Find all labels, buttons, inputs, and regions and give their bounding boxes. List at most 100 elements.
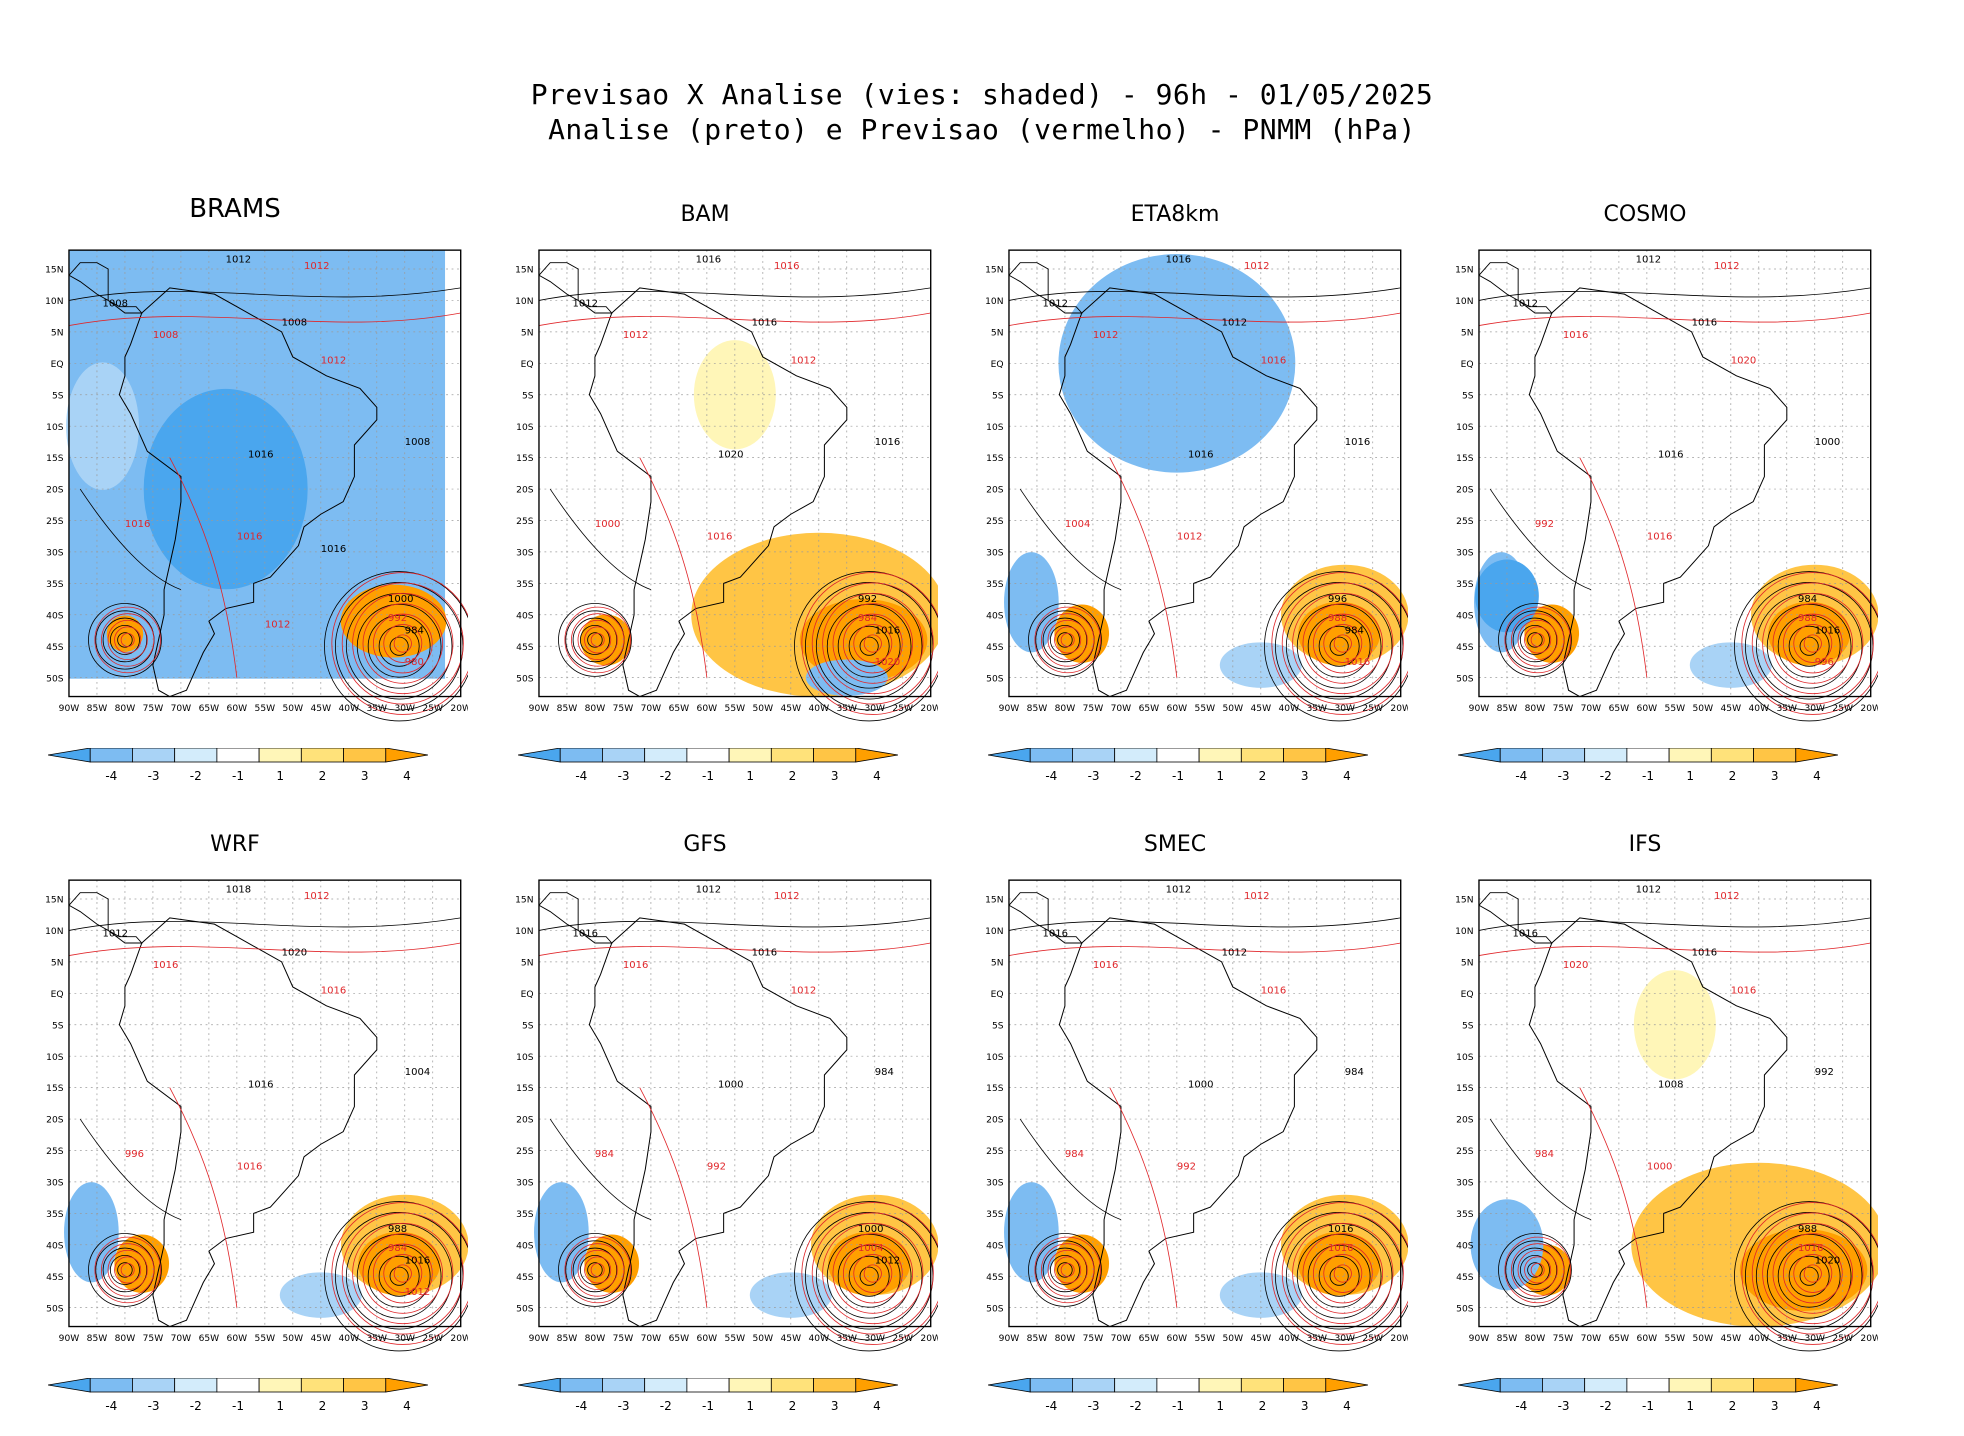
colorbar-segment bbox=[1156, 747, 1200, 763]
longitude-label: 25W bbox=[1362, 1334, 1383, 1344]
contour-label: 1016 bbox=[237, 1161, 263, 1172]
contour-label: 1016 bbox=[623, 960, 649, 971]
longitude-label: 30W bbox=[394, 704, 415, 714]
contour-label: 1004 bbox=[1065, 519, 1091, 530]
colorbar-tick-label: 3 bbox=[831, 1399, 839, 1413]
longitude-label: 50W bbox=[283, 704, 304, 714]
latitude-label: 15N bbox=[515, 266, 533, 276]
latitude-label: 15N bbox=[985, 266, 1003, 276]
longitude-label: 80W bbox=[585, 1334, 606, 1344]
latitude-label: 15N bbox=[1455, 266, 1473, 276]
latitude-label: 5S bbox=[522, 391, 534, 401]
colorbar-tick-label: -3 bbox=[1088, 769, 1100, 783]
contour-label: 1000 bbox=[1815, 437, 1841, 448]
central-america-coastline bbox=[1478, 262, 1553, 314]
latitude-label: 5S bbox=[522, 1021, 534, 1031]
colorbar-tick-label: -4 bbox=[575, 1399, 587, 1413]
contour-label: 1012 bbox=[1244, 891, 1270, 902]
latitude-label: 20S bbox=[986, 1116, 1004, 1126]
longitude-label: 80W bbox=[1525, 1334, 1546, 1344]
longitude-label: 40W bbox=[338, 704, 359, 714]
contour-label: 1012 bbox=[573, 299, 599, 310]
colorbar: -4 -3 -2 -1 1 2 3 4 bbox=[1457, 1377, 1839, 1418]
latitude-label: 15N bbox=[515, 896, 533, 906]
central-america-coastline bbox=[1008, 262, 1083, 314]
contour-label: 1016 bbox=[1692, 948, 1718, 959]
contour-label: 1016 bbox=[1261, 985, 1287, 996]
latitude-label: EQ bbox=[991, 360, 1004, 370]
contour-label: 1016 bbox=[573, 929, 599, 940]
contour-label: 1000 bbox=[1647, 1161, 1673, 1172]
contour-label: 984 bbox=[595, 1149, 614, 1160]
colorbar-segment bbox=[1114, 747, 1158, 763]
map-area: 1012 1012 1016 1016 1012 1016 1000 992 984 984 101… bbox=[978, 872, 1408, 1362]
longitude-label: 45W bbox=[1251, 704, 1272, 714]
latitude-label: 35S bbox=[1456, 1210, 1474, 1220]
colorbar-segment bbox=[559, 1377, 603, 1393]
longitude-label: 45W bbox=[1251, 1334, 1272, 1344]
colorbar-segment bbox=[1072, 747, 1116, 763]
longitude-label: 20W bbox=[1390, 1334, 1408, 1344]
latitude-label: 15N bbox=[45, 266, 63, 276]
colorbar-tick-label: -3 bbox=[148, 1399, 160, 1413]
map-area: 1012 1012 1008 1008 1008 1012 1016 1016 1008 1016… bbox=[38, 242, 468, 732]
latitude-label: EQ bbox=[991, 990, 1004, 1000]
latitude-label: EQ bbox=[1461, 990, 1474, 1000]
latitude-label: 50S bbox=[986, 674, 1004, 684]
colorbar-segment bbox=[1542, 1377, 1586, 1393]
colorbar-tick-label: -4 bbox=[105, 769, 117, 783]
colorbar-segment bbox=[987, 747, 1031, 763]
latitude-label: 10N bbox=[45, 297, 63, 307]
latitude-label: 20S bbox=[1456, 1116, 1474, 1126]
map-frame bbox=[1008, 249, 1402, 698]
latitude-label: 40S bbox=[46, 1241, 64, 1251]
longitude-label: 45W bbox=[781, 704, 802, 714]
contour-label: 1016 bbox=[707, 531, 733, 542]
latitude-label: EQ bbox=[51, 360, 64, 370]
isobar-contours bbox=[538, 917, 938, 1352]
longitude-label: 90W bbox=[1469, 1334, 1490, 1344]
longitude-label: 90W bbox=[59, 704, 80, 714]
map-area: 1012 1012 1012 1016 1016 1020 1016 1016 1000 992 9… bbox=[1448, 242, 1878, 732]
latitude-label: 20S bbox=[516, 1116, 534, 1126]
latitude-label: 10N bbox=[1455, 297, 1473, 307]
colorbar-segment bbox=[1072, 1377, 1116, 1393]
isobar-contours bbox=[68, 287, 468, 722]
contour-label: 1000 bbox=[388, 594, 413, 605]
central-america-coastline bbox=[538, 262, 613, 314]
contour-label: 1000 bbox=[718, 1080, 744, 1091]
model-panel-brams: BRAMS 1012 1012 1008 1008 1008 1012 1016 1016 100… bbox=[0, 180, 470, 783]
latitude-label: 5S bbox=[52, 1021, 64, 1031]
longitude-label: 80W bbox=[115, 1334, 136, 1344]
colorbar-tick-label: 2 bbox=[319, 1399, 327, 1413]
colorbar-tick-label: -1 bbox=[1642, 1399, 1654, 1413]
latitude-label: 20S bbox=[1456, 486, 1474, 496]
central-america-coastline bbox=[1008, 892, 1083, 944]
panel-title: GFS bbox=[683, 832, 727, 857]
colorbar-tick-label: 1 bbox=[276, 1399, 284, 1413]
central-america-coastline bbox=[1478, 892, 1553, 944]
contour-label: 1016 bbox=[405, 1256, 430, 1267]
contour-label: 1018 bbox=[226, 885, 251, 896]
colorbar-segment bbox=[1499, 1377, 1543, 1393]
colorbar-segment bbox=[1499, 747, 1543, 763]
longitude-label: 75W bbox=[1553, 1334, 1574, 1344]
south-america-coastline bbox=[118, 917, 378, 1328]
longitude-label: 45W bbox=[311, 704, 332, 714]
positive-bias-core bbox=[358, 1231, 441, 1296]
south-america-coastline bbox=[1528, 917, 1788, 1328]
contour-label: 1012 bbox=[791, 355, 817, 366]
longitude-label: 35W bbox=[366, 704, 387, 714]
positive-bias-small bbox=[1524, 604, 1580, 663]
latitude-label: 15S bbox=[46, 1084, 64, 1094]
colorbar-segment bbox=[47, 747, 91, 763]
latitude-label: 5S bbox=[992, 391, 1004, 401]
longitude-label: 65W bbox=[199, 1334, 220, 1344]
longitude-label: 80W bbox=[1525, 704, 1546, 714]
colorbar-segment bbox=[1542, 747, 1586, 763]
contour-label: 984 bbox=[1065, 1149, 1084, 1160]
colorbar-segment bbox=[1668, 1377, 1712, 1393]
grid-lines bbox=[68, 250, 461, 697]
map-area: 1012 1012 1016 1016 1016 1012 1000 992 984 984 100… bbox=[508, 872, 938, 1362]
contour-label: 988 bbox=[1328, 613, 1347, 624]
